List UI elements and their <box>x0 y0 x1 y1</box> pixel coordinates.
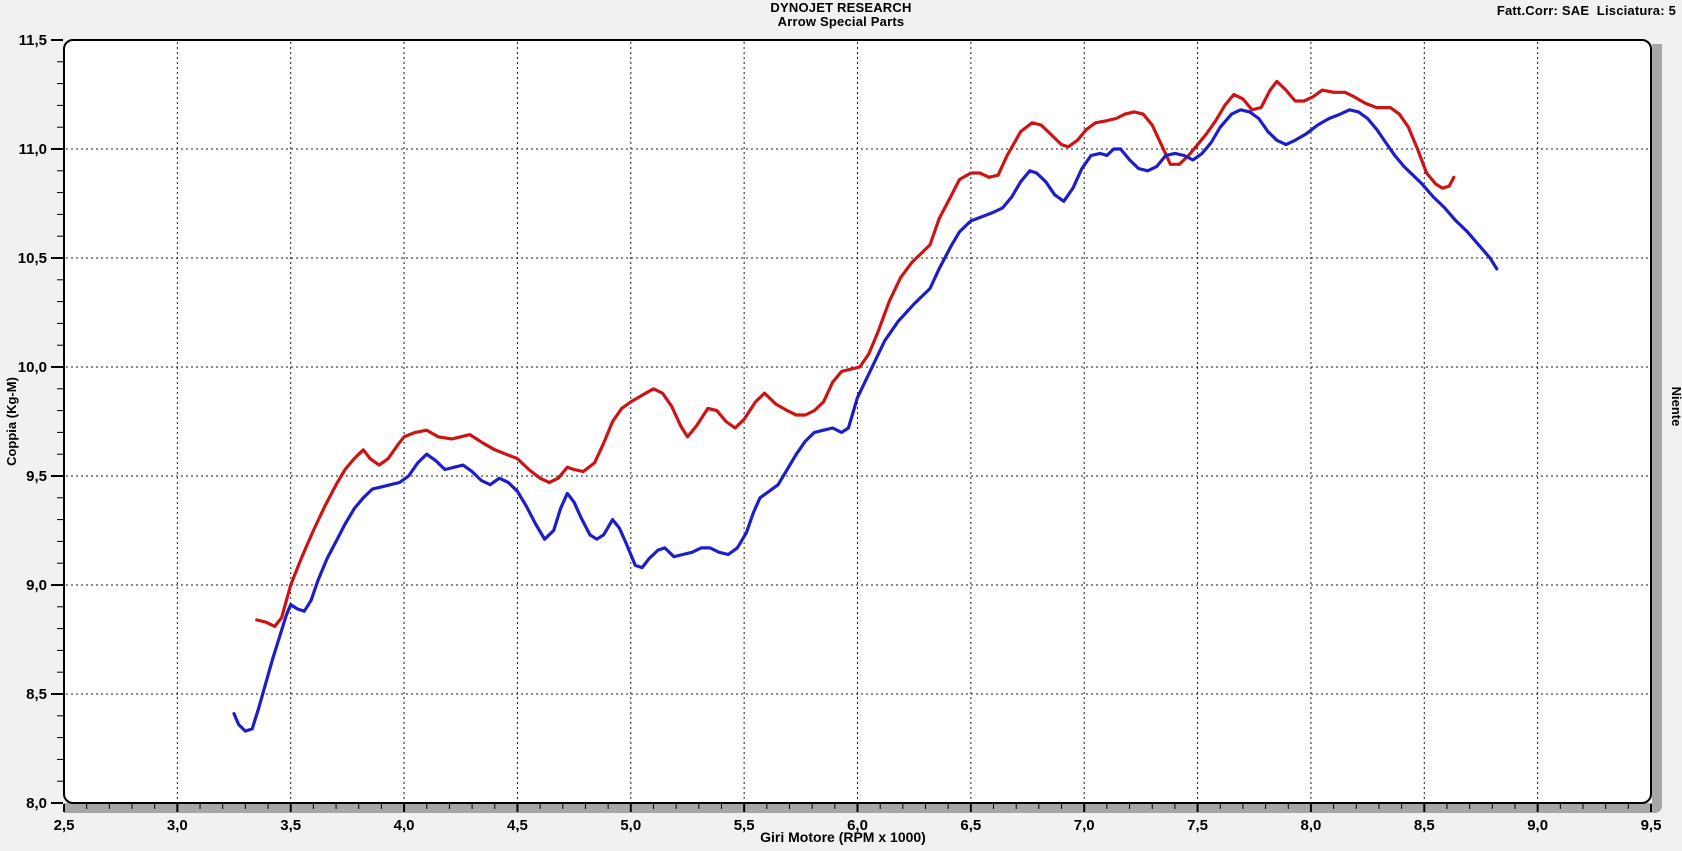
x-tick-label: 5,0 <box>620 817 641 834</box>
y-tick-label: 9,0 <box>26 577 47 594</box>
x-tick-label: 7,0 <box>1074 817 1095 834</box>
y-tick-label: 8,5 <box>26 686 47 703</box>
y-tick-label: 11,5 <box>19 32 47 49</box>
y-tick-label: 10,5 <box>18 250 47 267</box>
x-tick-label: 7,5 <box>1187 817 1208 834</box>
plot-frame <box>63 39 1652 804</box>
tick-labels: 8,0 8,5 9,0 9,5 10,0 10,5 11,0 11,5 2,5 3,0 3,5 4,0… <box>18 32 1662 834</box>
x-tick-label: 4,5 <box>507 817 528 834</box>
x-tick-label: 3,5 <box>280 817 301 834</box>
x-tick-label: 8,5 <box>1414 817 1435 834</box>
x-tick-label: 8,0 <box>1300 817 1321 834</box>
y-tick-label: 8,0 <box>26 795 47 812</box>
chart-title-block: DYNOJET RESEARCH Arrow Special Parts <box>0 1 1682 29</box>
x-tick-label: 9,5 <box>1641 817 1662 834</box>
series-run-blue <box>232 108 1499 733</box>
series-run-red <box>255 79 1456 628</box>
axis-ticks <box>51 39 1652 812</box>
x-axis-title: Giri Motore (RPM x 1000) <box>760 829 926 845</box>
right-axis-title: Niente <box>1669 387 1682 427</box>
y-tick-label: 11,0 <box>19 141 47 158</box>
title-line-2: Arrow Special Parts <box>777 14 905 29</box>
x-tick-label: 6,0 <box>847 817 868 834</box>
curves <box>232 79 1499 733</box>
x-tick-label: 2,5 <box>54 817 75 834</box>
y-axis-title: Coppia (Kg-M) <box>4 377 19 466</box>
x-tick-label: 3,0 <box>167 817 188 834</box>
y-tick-label: 10,0 <box>18 359 47 376</box>
correction-info: Fatt.Corr: SAE Lisciatura: 5 <box>1496 3 1676 18</box>
title-line-1: DYNOJET RESEARCH <box>770 0 912 15</box>
x-tick-label: 4,0 <box>394 817 415 834</box>
x-tick-label: 5,5 <box>734 817 755 834</box>
y-tick-label: 9,5 <box>26 468 47 485</box>
x-tick-label: 9,0 <box>1527 817 1548 834</box>
x-tick-label: 6,5 <box>960 817 981 834</box>
